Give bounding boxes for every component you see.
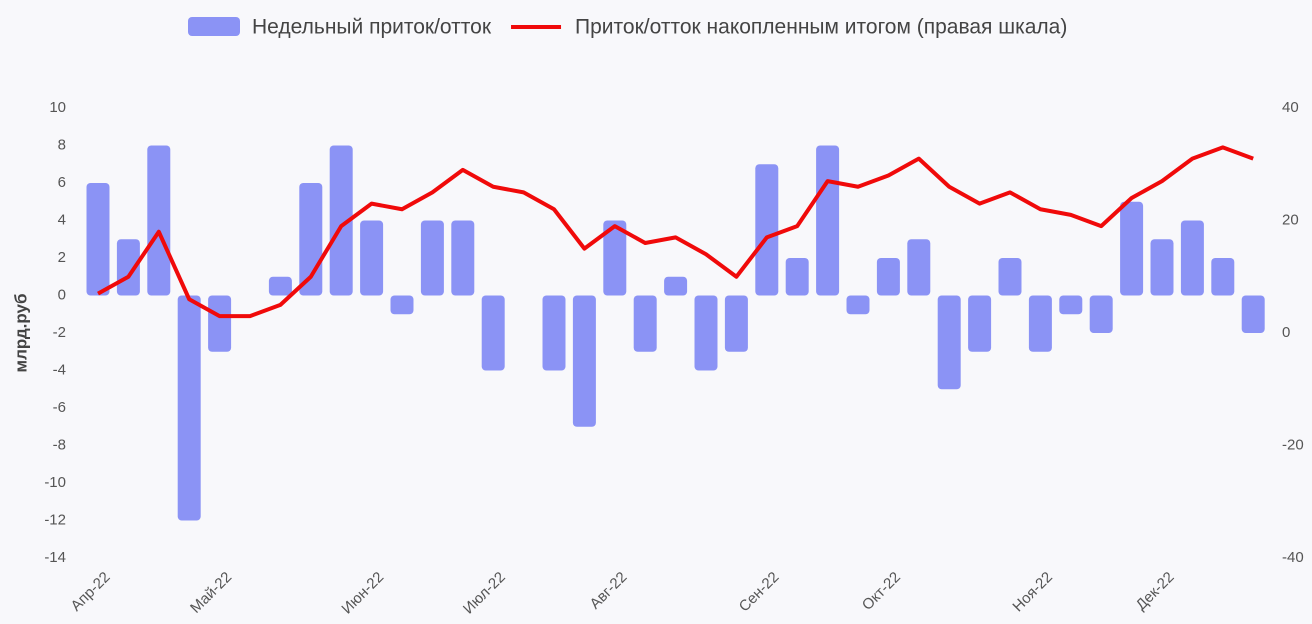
- y-tick-label: 4: [58, 211, 66, 228]
- bar: [572, 295, 596, 427]
- bar: [876, 258, 900, 296]
- bar: [816, 145, 840, 296]
- y-tick-label: -12: [44, 511, 66, 528]
- bar: [1028, 295, 1052, 352]
- y-tick-label: 10: [49, 99, 66, 116]
- bar: [481, 295, 505, 371]
- bar: [177, 295, 201, 521]
- bar: [1241, 295, 1265, 333]
- y2-tick-label: -40: [1282, 549, 1304, 566]
- y-tick-label: 6: [58, 174, 66, 191]
- bar: [542, 295, 566, 371]
- bar: [451, 220, 475, 296]
- bar: [968, 295, 992, 352]
- bar: [724, 295, 748, 352]
- bar: [86, 183, 110, 296]
- y2-tick-label: 40: [1282, 99, 1299, 116]
- x-tick-label: Авг-22: [587, 569, 631, 613]
- y-tick-label: 0: [58, 286, 66, 303]
- bar: [937, 295, 961, 390]
- y-tick-label: -4: [53, 361, 66, 378]
- y2-tick-label: 20: [1282, 211, 1299, 228]
- bar: [1211, 258, 1235, 296]
- y-tick-label: -2: [53, 324, 66, 341]
- bar: [1059, 295, 1083, 315]
- bar: [664, 276, 688, 296]
- y-tick-label: 2: [58, 249, 66, 266]
- bar: [1089, 295, 1113, 333]
- x-tick-label: Май-22: [187, 569, 235, 617]
- bar: [420, 220, 444, 296]
- bar: [633, 295, 657, 352]
- bar: [208, 295, 232, 352]
- x-tick-label: Дек-22: [1133, 569, 1178, 614]
- legend-label: Недельный приток/отток: [252, 16, 492, 39]
- legend-label: Приток/отток накопленным итогом (правая …: [575, 16, 1067, 39]
- x-tick-label: Июн-22: [338, 569, 387, 618]
- bar: [390, 295, 414, 315]
- y-tick-label: -8: [53, 436, 66, 453]
- x-tick-label: Ноя-22: [1009, 569, 1056, 616]
- bar: [1120, 201, 1144, 296]
- bar: [846, 295, 870, 315]
- bar: [268, 276, 292, 296]
- bar: [998, 258, 1022, 296]
- bar: [603, 220, 627, 296]
- bar: [907, 239, 931, 296]
- y2-tick-label: 0: [1282, 324, 1290, 341]
- bar: [147, 145, 171, 296]
- x-tick-label: Июл-22: [460, 569, 509, 618]
- legend-swatch: [188, 17, 240, 36]
- bar: [360, 220, 384, 296]
- bar: [694, 295, 718, 371]
- x-tick-label: Сен-22: [736, 569, 783, 616]
- bar: [785, 258, 809, 296]
- y-tick-label: -14: [44, 549, 66, 566]
- bar: [329, 145, 353, 296]
- y-tick-label: -10: [44, 474, 66, 491]
- y-tick-label: 8: [58, 136, 66, 153]
- y-axis-label: млрд.руб: [11, 294, 30, 373]
- bar: [1150, 239, 1174, 296]
- line: [97, 145, 1254, 319]
- y2-tick-label: -20: [1282, 436, 1304, 453]
- x-tick-label: Апр-22: [68, 569, 114, 615]
- x-tick-label: Окт-22: [859, 569, 904, 614]
- y-tick-label: -6: [53, 399, 66, 416]
- bar: [755, 164, 779, 296]
- bar: [1180, 220, 1204, 296]
